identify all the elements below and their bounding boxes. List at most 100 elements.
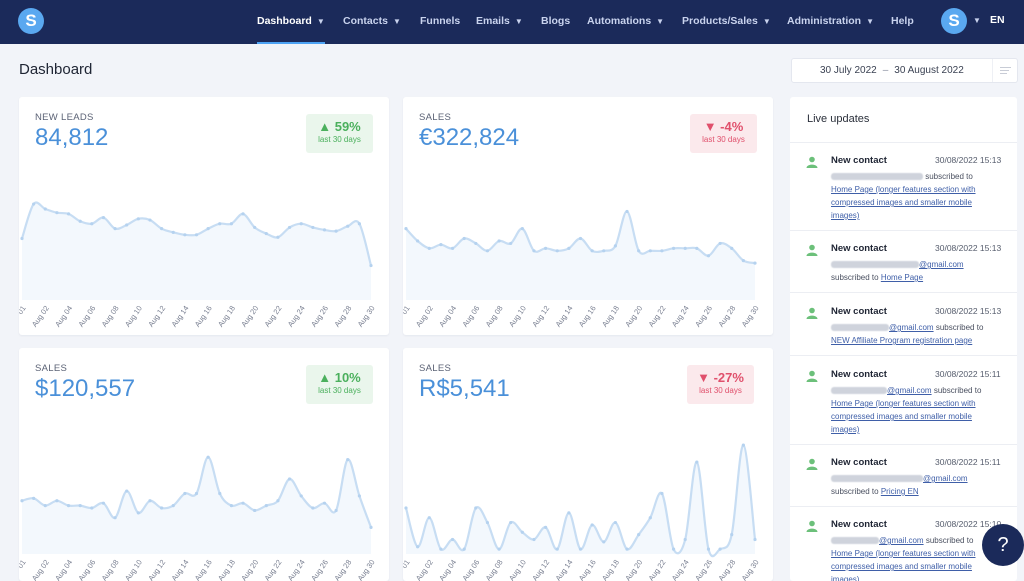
chart-point[interactable] xyxy=(706,547,711,551)
chart-point[interactable] xyxy=(462,236,466,241)
chart-point[interactable] xyxy=(78,504,82,508)
update-link[interactable]: Home Page (longer features section with … xyxy=(831,185,976,220)
filter-lines-icon[interactable] xyxy=(992,59,1017,82)
chart-point[interactable] xyxy=(206,227,210,231)
chart-point[interactable] xyxy=(648,516,652,520)
chart-point[interactable] xyxy=(578,547,583,551)
nav-automations[interactable]: Automations ▼ xyxy=(587,0,664,44)
update-link[interactable]: NEW Affiliate Program registration page xyxy=(831,336,973,345)
nav-funnels[interactable]: Funnels xyxy=(420,0,460,44)
nav-blogs[interactable]: Blogs xyxy=(541,0,570,44)
chart-point[interactable] xyxy=(532,537,536,542)
chart-point[interactable] xyxy=(334,229,338,233)
chart-point[interactable] xyxy=(718,241,722,246)
language-selector[interactable]: EN xyxy=(990,14,1005,26)
chart-point[interactable] xyxy=(101,501,106,505)
chart-point[interactable] xyxy=(625,209,629,214)
chart-point[interactable] xyxy=(590,523,594,527)
chart-point[interactable] xyxy=(253,508,257,513)
chart-point[interactable] xyxy=(299,494,303,498)
chart-point[interactable] xyxy=(369,263,373,268)
nav-help[interactable]: Help xyxy=(891,0,914,44)
chart-point[interactable] xyxy=(311,225,315,230)
chart-point[interactable] xyxy=(474,241,478,246)
chart-point[interactable] xyxy=(497,239,501,243)
chart-point[interactable] xyxy=(148,499,152,503)
chart-point[interactable] xyxy=(20,499,24,503)
chart-point[interactable] xyxy=(43,504,47,508)
date-range-picker[interactable]: 30 July 2022–30 August 2022 xyxy=(791,58,1018,83)
chart-point[interactable] xyxy=(660,249,664,253)
chart-point[interactable] xyxy=(125,489,129,493)
chart-point[interactable] xyxy=(544,525,548,529)
chart-point[interactable] xyxy=(520,227,524,231)
update-link[interactable]: Pricing EN xyxy=(880,487,919,496)
chart-point[interactable] xyxy=(43,207,47,211)
chart-point[interactable] xyxy=(136,217,140,221)
chart-point[interactable] xyxy=(346,458,350,462)
update-link[interactable]: Home Page (longer features section with … xyxy=(831,399,976,434)
nav-emails[interactable]: Emails ▼ xyxy=(476,0,523,44)
chart-point[interactable] xyxy=(439,547,443,551)
chart-point[interactable] xyxy=(497,547,501,551)
chart-point[interactable] xyxy=(160,506,164,510)
chart-point[interactable] xyxy=(602,540,606,544)
help-chat-button[interactable]: ? xyxy=(982,524,1024,566)
chart-point[interactable] xyxy=(20,236,24,241)
chart-point[interactable] xyxy=(602,249,606,253)
chart-point[interactable] xyxy=(55,211,59,215)
chart-point[interactable] xyxy=(171,504,175,508)
chart-point[interactable] xyxy=(101,215,106,220)
chart-point[interactable] xyxy=(287,225,292,230)
chart-point[interactable] xyxy=(730,533,734,537)
chart-point[interactable] xyxy=(194,233,199,237)
chart-point[interactable] xyxy=(241,501,245,505)
chart-point[interactable] xyxy=(148,218,152,222)
chart-point[interactable] xyxy=(66,504,71,508)
chart-point[interactable] xyxy=(520,530,524,534)
chart-point[interactable] xyxy=(741,443,745,447)
chart-point[interactable] xyxy=(695,460,699,464)
chart-point[interactable] xyxy=(357,222,361,226)
chart-point[interactable] xyxy=(509,520,513,525)
chart-point[interactable] xyxy=(416,545,420,549)
chart-point[interactable] xyxy=(637,533,641,537)
chart-point[interactable] xyxy=(718,547,722,551)
chart-point[interactable] xyxy=(648,249,652,253)
chart-point[interactable] xyxy=(264,231,268,236)
chart-point[interactable] xyxy=(439,243,443,247)
app-logo[interactable]: S xyxy=(18,8,44,34)
chart-point[interactable] xyxy=(474,506,478,510)
chart-point[interactable] xyxy=(706,254,711,258)
chart-point[interactable] xyxy=(369,525,373,529)
chart-point[interactable] xyxy=(450,246,455,250)
chart-point[interactable] xyxy=(264,504,268,508)
chart-point[interactable] xyxy=(357,494,361,498)
chart-point[interactable] xyxy=(567,511,571,515)
chart-point[interactable] xyxy=(404,227,408,231)
chart-point[interactable] xyxy=(462,547,466,551)
chart-point[interactable] xyxy=(311,506,315,510)
chart-point[interactable] xyxy=(555,547,559,551)
chart-point[interactable] xyxy=(334,508,338,513)
chart-point[interactable] xyxy=(671,246,676,250)
chart-point[interactable] xyxy=(276,499,280,503)
chart-point[interactable] xyxy=(683,246,687,250)
chart-point[interactable] xyxy=(671,547,676,551)
chart-point[interactable] xyxy=(532,249,536,253)
chart-point[interactable] xyxy=(416,239,420,243)
chart-point[interactable] xyxy=(299,222,303,226)
chart-point[interactable] xyxy=(637,249,641,253)
chart-point[interactable] xyxy=(485,249,490,253)
chart-point[interactable] xyxy=(485,520,490,525)
chart-point[interactable] xyxy=(136,511,140,515)
update-link[interactable]: Home Page xyxy=(880,273,924,282)
chart-point[interactable] xyxy=(125,223,129,227)
nav-dashboard[interactable]: Dashboard ▼ xyxy=(257,0,325,44)
nav-administration[interactable]: Administration ▼ xyxy=(787,0,874,44)
chart-point[interactable] xyxy=(741,259,745,263)
chart-point[interactable] xyxy=(206,455,210,459)
chart-point[interactable] xyxy=(404,506,408,510)
chart-point[interactable] xyxy=(194,491,199,496)
chart-point[interactable] xyxy=(32,496,36,500)
